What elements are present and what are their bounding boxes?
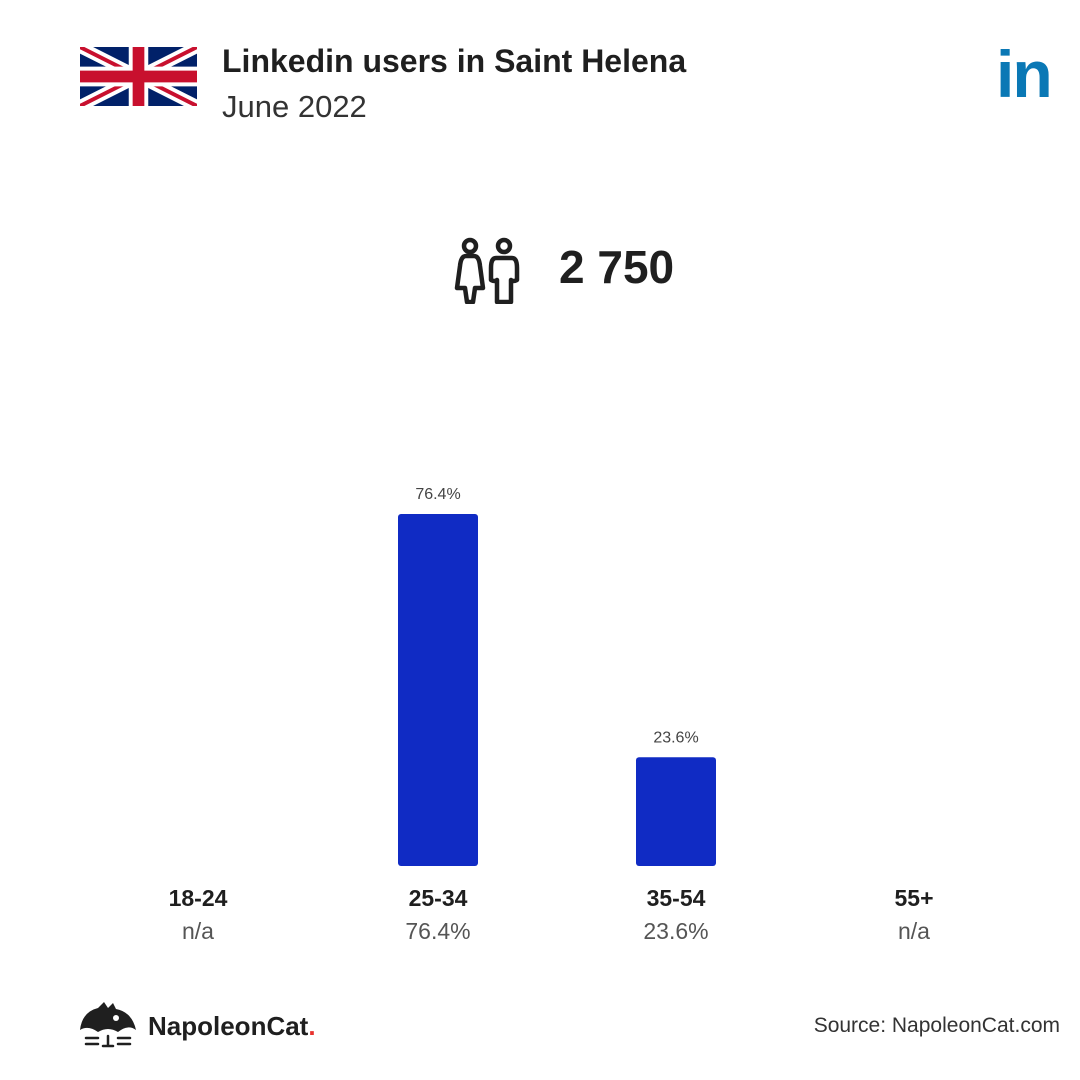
- people-icon: [454, 237, 520, 304]
- napoleoncat-brand: NapoleonCat.: [148, 1011, 316, 1042]
- value-label-55+: n/a: [898, 918, 930, 944]
- napoleoncat-logo-icon: [80, 1002, 136, 1048]
- bar-data-label-35-54: 23.6%: [653, 729, 698, 746]
- value-label-25-34: 76.4%: [405, 918, 470, 944]
- bar-data-label-25-34: 76.4%: [415, 486, 460, 503]
- brand-dot: .: [308, 1011, 316, 1041]
- category-label-18-24: 18-24: [169, 885, 228, 911]
- value-label-35-54: 23.6%: [643, 918, 708, 944]
- category-label-25-34: 25-34: [409, 885, 468, 911]
- category-label-55+: 55+: [894, 885, 933, 911]
- age-distribution-chart: 18-24 n/a 76.4% 25-34 76.4% 23.6% 35-54 23.6% 55…: [169, 486, 934, 944]
- brand-name: NapoleonCat: [148, 1011, 309, 1041]
- page-title: Linkedin users in Saint Helena: [222, 43, 687, 79]
- total-users-value: 2 750: [559, 241, 675, 293]
- bar-35-54: [636, 757, 716, 866]
- category-label-35-54: 35-54: [647, 885, 706, 911]
- uk-flag-icon: [80, 47, 197, 106]
- linkedin-logo: in: [996, 37, 1053, 111]
- source-text: Source: NapoleonCat.com: [813, 1014, 1060, 1037]
- page-subtitle: June 2022: [222, 89, 367, 124]
- value-label-18-24: n/a: [182, 918, 214, 944]
- bar-25-34: [398, 514, 478, 866]
